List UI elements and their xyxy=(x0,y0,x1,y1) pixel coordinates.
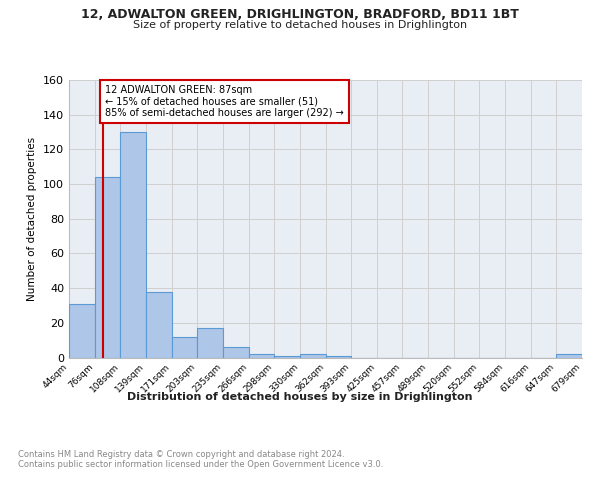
Bar xyxy=(197,328,223,358)
Bar xyxy=(69,304,95,358)
Bar xyxy=(223,347,248,358)
Bar xyxy=(146,292,172,358)
Text: 12, ADWALTON GREEN, DRIGHLINGTON, BRADFORD, BD11 1BT: 12, ADWALTON GREEN, DRIGHLINGTON, BRADFO… xyxy=(81,8,519,20)
Text: Distribution of detached houses by size in Drighlington: Distribution of detached houses by size … xyxy=(127,392,473,402)
Bar xyxy=(556,354,582,358)
Bar xyxy=(274,356,300,358)
Bar xyxy=(248,354,274,358)
Text: 12 ADWALTON GREEN: 87sqm
← 15% of detached houses are smaller (51)
85% of semi-d: 12 ADWALTON GREEN: 87sqm ← 15% of detach… xyxy=(105,85,344,118)
Y-axis label: Number of detached properties: Number of detached properties xyxy=(28,136,37,301)
Text: Size of property relative to detached houses in Drighlington: Size of property relative to detached ho… xyxy=(133,20,467,30)
Text: Contains HM Land Registry data © Crown copyright and database right 2024.
Contai: Contains HM Land Registry data © Crown c… xyxy=(18,450,383,469)
Bar xyxy=(300,354,325,358)
Bar xyxy=(121,132,146,358)
Bar xyxy=(95,177,121,358)
Bar xyxy=(325,356,351,358)
Bar xyxy=(172,336,197,357)
